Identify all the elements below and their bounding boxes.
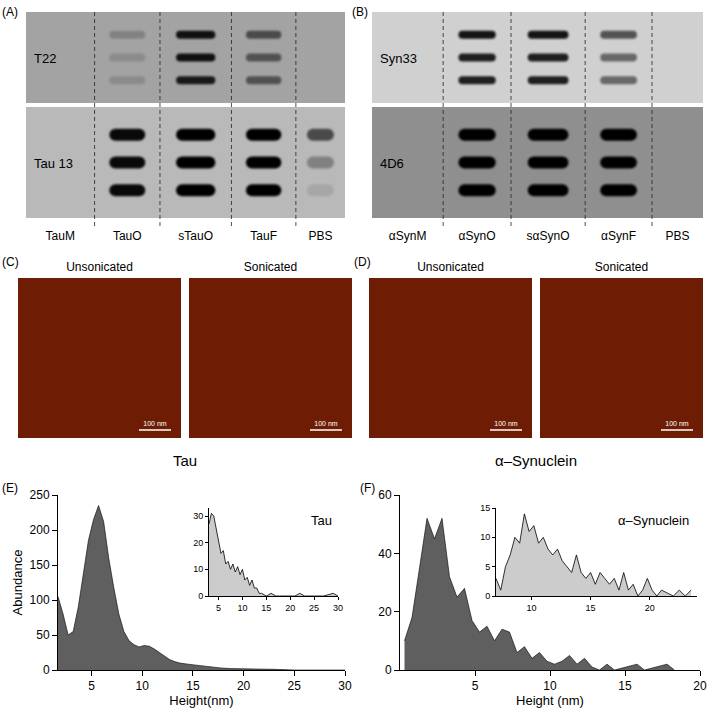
svg-text:αSynO: αSynO — [459, 229, 496, 243]
svg-text:5: 5 — [485, 562, 490, 572]
svg-text:15: 15 — [618, 679, 632, 693]
svg-text:Tau: Tau — [173, 452, 197, 469]
svg-text:Syn33: Syn33 — [380, 51, 417, 66]
svg-text:(F): (F) — [360, 481, 375, 495]
svg-text:α–Synuclein: α–Synuclein — [618, 513, 689, 528]
svg-text:Height(nm): Height(nm) — [169, 693, 233, 708]
svg-text:Height (nm): Height (nm) — [516, 693, 584, 708]
svg-text:15: 15 — [261, 603, 271, 613]
svg-text:100: 100 — [30, 593, 50, 607]
svg-text:αSynM: αSynM — [389, 229, 427, 243]
svg-text:25: 25 — [288, 679, 302, 693]
svg-text:TauF: TauF — [250, 229, 277, 243]
svg-text:5: 5 — [216, 603, 221, 613]
svg-text:10: 10 — [543, 679, 557, 693]
svg-text:200: 200 — [30, 523, 50, 537]
svg-text:5: 5 — [88, 679, 95, 693]
svg-text:15: 15 — [186, 679, 200, 693]
svg-text:10: 10 — [480, 532, 490, 542]
svg-text:TauM: TauM — [46, 229, 75, 243]
svg-text:(E): (E) — [2, 481, 18, 495]
svg-text:250: 250 — [30, 488, 50, 502]
svg-text:100 nm: 100 nm — [665, 420, 689, 427]
svg-text:T22: T22 — [34, 51, 56, 66]
svg-text:Unsonicated: Unsonicated — [66, 260, 133, 274]
svg-text:(D): (D) — [354, 255, 371, 269]
svg-text:0: 0 — [485, 591, 490, 601]
svg-text:20: 20 — [378, 605, 392, 619]
svg-text:0: 0 — [198, 591, 203, 601]
svg-text:Tau 13: Tau 13 — [34, 156, 73, 171]
svg-text:(A): (A) — [2, 5, 18, 19]
svg-text:20: 20 — [237, 679, 251, 693]
svg-text:100 nm: 100 nm — [314, 420, 338, 427]
svg-text:PBS: PBS — [666, 229, 690, 243]
svg-text:10: 10 — [193, 564, 203, 574]
svg-text:(C): (C) — [2, 255, 19, 269]
svg-text:20: 20 — [193, 538, 203, 548]
svg-text:25: 25 — [309, 603, 319, 613]
svg-text:αSynF: αSynF — [601, 229, 636, 243]
svg-text:20: 20 — [693, 679, 707, 693]
svg-text:10: 10 — [237, 603, 247, 613]
svg-text:15: 15 — [480, 503, 490, 513]
svg-text:30: 30 — [333, 603, 343, 613]
svg-text:Tau: Tau — [311, 513, 332, 528]
svg-text:150: 150 — [30, 558, 50, 572]
svg-text:100 nm: 100 nm — [143, 420, 167, 427]
svg-text:5: 5 — [472, 679, 479, 693]
svg-text:20: 20 — [285, 603, 295, 613]
svg-text:30: 30 — [193, 511, 203, 521]
svg-text:4D6: 4D6 — [380, 156, 404, 171]
svg-text:sTauO: sTauO — [178, 229, 213, 243]
svg-text:20: 20 — [645, 603, 655, 613]
svg-text:50: 50 — [36, 628, 50, 642]
svg-text:PBS: PBS — [308, 229, 332, 243]
svg-text:100 nm: 100 nm — [494, 420, 518, 427]
svg-text:15: 15 — [586, 603, 596, 613]
svg-text:Unsonicated: Unsonicated — [417, 260, 484, 274]
svg-text:TauO: TauO — [113, 229, 142, 243]
svg-text:sαSynO: sαSynO — [527, 229, 570, 243]
svg-text:0: 0 — [385, 663, 392, 677]
svg-text:40: 40 — [378, 547, 392, 561]
svg-text:(B): (B) — [352, 5, 368, 19]
svg-text:0: 0 — [43, 663, 50, 677]
svg-text:α–Synuclein: α–Synuclein — [495, 452, 577, 469]
svg-text:Sonicated: Sonicated — [595, 260, 648, 274]
svg-text:10: 10 — [135, 679, 149, 693]
svg-text:Abundance: Abundance — [10, 550, 25, 616]
svg-text:10: 10 — [526, 603, 536, 613]
svg-text:60: 60 — [378, 488, 392, 502]
svg-text:30: 30 — [338, 679, 352, 693]
svg-text:Sonicated: Sonicated — [244, 260, 297, 274]
